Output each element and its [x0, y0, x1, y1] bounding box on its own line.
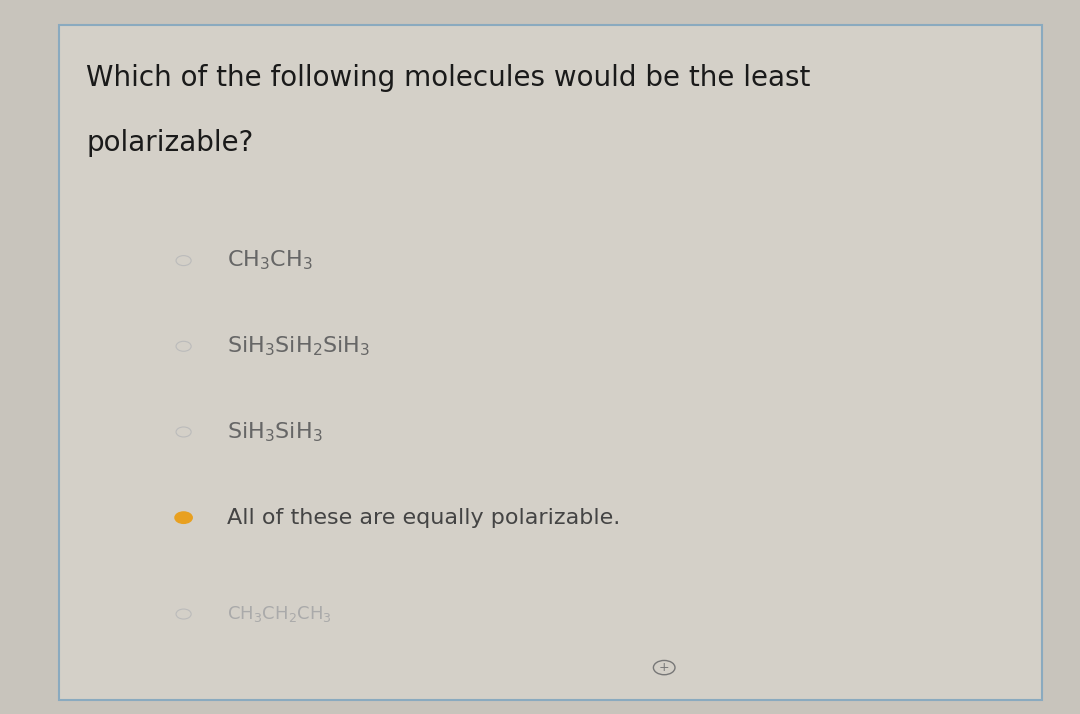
- Text: $\mathregular{CH_3CH_3}$: $\mathregular{CH_3CH_3}$: [227, 248, 313, 273]
- Text: $\mathregular{CH_3CH_2CH_3}$: $\mathregular{CH_3CH_2CH_3}$: [227, 604, 332, 624]
- Text: +: +: [659, 661, 670, 674]
- Text: $\mathregular{SiH_3SiH_3}$: $\mathregular{SiH_3SiH_3}$: [227, 420, 322, 444]
- Text: $\mathregular{SiH_3SiH_2SiH_3}$: $\mathregular{SiH_3SiH_2SiH_3}$: [227, 334, 370, 358]
- FancyBboxPatch shape: [59, 25, 1042, 700]
- Text: All of these are equally polarizable.: All of these are equally polarizable.: [227, 508, 620, 528]
- Text: Which of the following molecules would be the least: Which of the following molecules would b…: [86, 64, 811, 92]
- Circle shape: [175, 512, 192, 523]
- Text: polarizable?: polarizable?: [86, 129, 254, 156]
